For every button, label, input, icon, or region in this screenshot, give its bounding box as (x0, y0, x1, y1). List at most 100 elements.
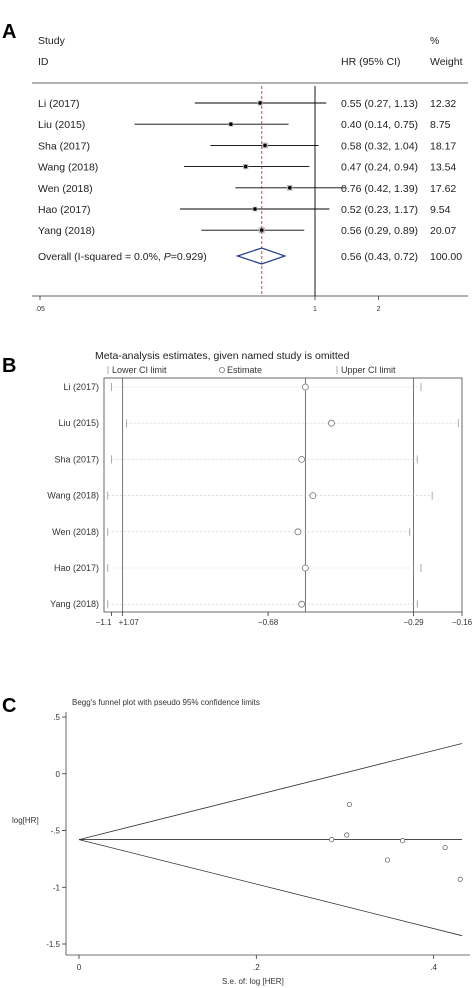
funnel-y-tick-label: -1 (53, 883, 61, 892)
sens-study-label: Yang (2018) (50, 599, 99, 609)
legend-estimate: Estimate (227, 365, 262, 375)
study-hr-text: 0.47 (0.24, 0.94) (341, 162, 418, 174)
sens-title: Meta-analysis estimates, given named stu… (95, 350, 350, 362)
panel-a: A Study ID HR (95% CI) % Weight Li (2017… (2, 21, 468, 313)
forest-ticks: .05 1 2 (35, 296, 381, 313)
sens-tick-label: +1.07 (119, 618, 140, 627)
study-label: Hao (2017) (38, 204, 91, 216)
forest-tick-label: 2 (377, 306, 381, 313)
funnel-y-tick-label: .5 (53, 713, 60, 722)
forest-tick-label: 1 (313, 306, 317, 313)
study-label: Wang (2018) (38, 162, 98, 174)
study-hr-text: 0.56 (0.29, 0.89) (341, 225, 418, 237)
funnel-xlabel: S.e. of: log [HER] (222, 977, 284, 986)
funnel-point (344, 832, 350, 838)
study-weight: 20.07 (430, 225, 456, 237)
funnel-upper-limit (78, 743, 463, 840)
study-weight: 18.17 (430, 140, 456, 152)
study-weight: 12.32 (430, 98, 456, 110)
study-point (259, 228, 264, 232)
sens-study-label: Wen (2018) (52, 527, 99, 537)
sens-study-label: Wang (2018) (47, 491, 99, 501)
sens-rows: Li (2017) Liu (2015) Sha (2017) Wang (2018)… (47, 382, 459, 609)
panel-b: B Meta-analysis estimates, given named s… (2, 350, 473, 627)
forest-rows: Li (2017) 0.55 (0.27, 1.13) 12.32 Liu (2015… (38, 98, 456, 237)
study-hr-text: 0.76 (0.42, 1.39) (341, 183, 418, 195)
panel-b-letter: B (2, 355, 16, 377)
study-label: Wen (2018) (38, 183, 93, 195)
study-label: Yang (2018) (38, 225, 95, 237)
study-point (263, 143, 267, 148)
sens-plot-frame (103, 377, 463, 613)
funnel-points (329, 801, 463, 882)
funnel-title: Begg's funnel plot with pseudo 95% confi… (72, 698, 260, 707)
sens-study-label: Li (2017) (63, 382, 99, 392)
funnel-point (400, 838, 406, 844)
study-hr-text: 0.58 (0.32, 1.04) (341, 140, 418, 152)
overall-hr-text: 0.56 (0.43, 0.72) (341, 251, 418, 263)
sens-estimate-point (298, 600, 306, 608)
study-weight: 8.75 (430, 119, 451, 131)
study-point (243, 164, 248, 169)
study-point (253, 207, 257, 211)
sens-study-label: Hao (2017) (54, 563, 99, 573)
overall-diamond (235, 247, 287, 265)
overall-label: Overall (I-squared = 0.0%, P=0.929) (38, 251, 207, 263)
sens-estimate-point (294, 528, 302, 536)
header-percent: % (430, 35, 439, 47)
sens-estimate-point (309, 492, 317, 500)
sens-study-label: Sha (2017) (54, 454, 99, 464)
funnel-y-tick-label: -.5 (51, 827, 61, 836)
funnel-lines (78, 743, 463, 937)
panel-c-letter: C (2, 695, 16, 717)
study-hr-text: 0.40 (0.14, 0.75) (341, 119, 418, 131)
sens-tick-label: −1.1 (96, 618, 112, 627)
header-study: Study (38, 35, 66, 47)
forest-tick-label: .05 (35, 306, 45, 313)
legend-upper: Upper CI limit (341, 365, 396, 375)
study-label: Liu (2015) (38, 119, 85, 131)
study-point (288, 186, 292, 190)
study-weight: 17.62 (430, 183, 456, 195)
panel-c: C Begg's funnel plot with pseudo 95% con… (2, 695, 470, 986)
study-weight: 13.54 (430, 162, 456, 174)
sens-estimate-point (298, 455, 306, 463)
sens-tick-label: −0.68 (258, 618, 279, 627)
funnel-point (457, 876, 463, 882)
funnel-ticks: .5 0 -.5 -1 -1.5 0 .2 .4 (46, 713, 437, 972)
overall-weight: 100.00 (430, 251, 462, 263)
funnel-point (346, 801, 352, 807)
header-weight: Weight (430, 56, 463, 68)
study-point (229, 122, 233, 126)
study-label: Sha (2017) (38, 140, 90, 152)
header-id: ID (38, 56, 49, 68)
sens-ticks: −1.1 +1.07 −0.68 −0.29 −0.16 (96, 612, 473, 627)
study-hr-text: 0.55 (0.27, 1.13) (341, 98, 418, 110)
study-point (258, 101, 262, 105)
sens-tick-label: −0.16 (452, 618, 473, 627)
header-hr: HR (95% CI) (341, 56, 401, 68)
funnel-ylabel: log[HR] (12, 816, 39, 825)
panel-a-letter: A (2, 21, 16, 43)
sens-estimate-point (301, 564, 309, 572)
study-hr-text: 0.52 (0.23, 1.17) (341, 204, 418, 216)
funnel-y-tick-label: -1.5 (46, 940, 60, 949)
study-label: Li (2017) (38, 98, 79, 110)
sens-reference-lines (122, 378, 414, 612)
sens-tick-label: −0.29 (403, 618, 424, 627)
funnel-x-tick-label: .4 (430, 963, 437, 972)
sens-estimate-point (328, 419, 335, 427)
funnel-point (384, 857, 391, 863)
funnel-point (329, 837, 335, 843)
study-weight: 9.54 (430, 204, 451, 216)
funnel-x-tick-label: .2 (253, 963, 260, 972)
legend-estimate-marker (218, 366, 225, 373)
funnel-x-tick-label: 0 (77, 963, 82, 972)
funnel-point (442, 844, 448, 851)
sens-study-label: Liu (2015) (58, 418, 99, 428)
legend-lower: Lower CI limit (112, 365, 167, 375)
sens-estimate-point (301, 383, 309, 391)
funnel-lower-limit (78, 839, 463, 937)
funnel-y-tick-label: 0 (56, 770, 61, 779)
